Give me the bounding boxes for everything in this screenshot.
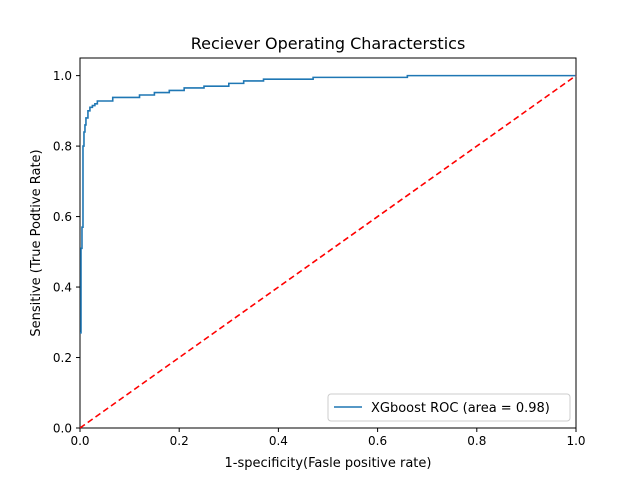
chance-diagonal-line — [79, 74, 577, 429]
x-tick-label: 0.4 — [269, 434, 288, 448]
x-tick-label: 0.8 — [467, 434, 486, 448]
axis-layer: 0.0 0.2 0.4 0.6 0.8 1.0 0.0 0.2 0.4 0.6 0.8 1.0 — [53, 69, 586, 448]
chart-title: Reciever Operating Characterstics — [191, 34, 466, 53]
plot-area-frame — [79, 57, 577, 429]
y-tick-label: 0.2 — [53, 351, 72, 365]
legend-label-xgboost: XGboost ROC (area = 0.98) — [371, 401, 550, 416]
x-tick-label: 1.0 — [566, 434, 585, 448]
legend: XGboost ROC (area = 0.98) — [327, 393, 571, 422]
y-tick-label: 0.4 — [53, 281, 72, 295]
series-layer — [79, 74, 577, 429]
x-tick-label: 0.0 — [70, 434, 89, 448]
y-tick-label: 0.6 — [53, 210, 72, 224]
legend-box — [327, 393, 571, 422]
roc-curve-xgboost — [80, 74, 576, 334]
x-axis-label: 1-specificity(Fasle positive rate) — [225, 456, 432, 471]
y-axis-label: Sensitive (True Podtive Rate) — [29, 149, 44, 336]
y-tick-label: 0.0 — [53, 422, 72, 436]
y-tick-label: 0.8 — [53, 140, 72, 154]
x-tick-label: 0.2 — [170, 434, 189, 448]
x-tick-label: 0.6 — [368, 434, 387, 448]
y-tick-label: 1.0 — [53, 69, 72, 83]
